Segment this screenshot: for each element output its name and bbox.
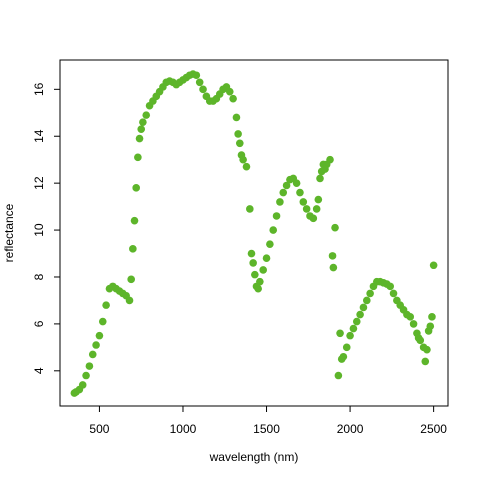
point bbox=[312, 205, 321, 213]
point bbox=[92, 341, 100, 349]
point bbox=[309, 214, 318, 223]
point bbox=[127, 275, 135, 284]
point bbox=[78, 381, 87, 389]
point bbox=[279, 188, 288, 197]
point bbox=[130, 216, 139, 225]
x-tick-label: 500 bbox=[89, 422, 109, 436]
point bbox=[102, 301, 110, 309]
point bbox=[406, 313, 415, 321]
point bbox=[259, 266, 267, 274]
point bbox=[423, 345, 431, 354]
point bbox=[334, 371, 343, 380]
point bbox=[302, 205, 311, 213]
point bbox=[331, 223, 339, 232]
point bbox=[192, 71, 201, 80]
point bbox=[95, 331, 104, 340]
y-tick-label: 14 bbox=[32, 129, 46, 143]
point bbox=[342, 343, 351, 352]
point bbox=[282, 181, 291, 190]
point bbox=[246, 205, 254, 213]
y-tick-label: 4 bbox=[32, 367, 46, 374]
point bbox=[272, 212, 281, 220]
point bbox=[276, 198, 284, 206]
point bbox=[225, 87, 234, 96]
axes: 500 1000 1500 2000 2500 4 6 8 10 12 14 16 bbox=[32, 82, 447, 436]
point bbox=[356, 310, 364, 319]
point bbox=[362, 296, 371, 305]
point bbox=[349, 324, 358, 333]
x-tick-label: 1500 bbox=[253, 422, 280, 436]
point bbox=[235, 139, 244, 148]
point bbox=[232, 113, 241, 122]
point bbox=[256, 277, 264, 286]
point bbox=[389, 289, 398, 298]
point bbox=[139, 118, 147, 126]
point bbox=[135, 134, 144, 143]
y-tick-label: 12 bbox=[32, 176, 46, 190]
point bbox=[316, 174, 324, 183]
point bbox=[254, 284, 262, 293]
point bbox=[195, 78, 204, 87]
point bbox=[85, 362, 94, 370]
point bbox=[416, 336, 425, 345]
points bbox=[70, 70, 438, 397]
x-tick-label: 2000 bbox=[337, 422, 364, 436]
point bbox=[251, 270, 259, 279]
point bbox=[266, 240, 274, 248]
y-tick-label: 16 bbox=[32, 82, 46, 96]
point bbox=[98, 317, 107, 326]
point bbox=[428, 313, 436, 321]
point bbox=[88, 350, 97, 359]
point bbox=[82, 371, 90, 380]
point bbox=[429, 261, 438, 270]
point bbox=[421, 357, 430, 366]
plot-frame bbox=[59, 59, 449, 407]
y-axis-label: reflectance bbox=[2, 203, 16, 262]
point bbox=[329, 263, 338, 272]
point bbox=[242, 162, 251, 171]
point bbox=[314, 195, 323, 204]
point bbox=[328, 252, 337, 260]
x-axis-label: wavelength (nm) bbox=[209, 450, 299, 464]
point bbox=[326, 155, 334, 164]
point bbox=[299, 198, 308, 206]
x-tick-label: 2500 bbox=[420, 422, 447, 436]
point bbox=[229, 94, 237, 103]
x-tick-label: 1000 bbox=[170, 422, 197, 436]
y-tick-label: 10 bbox=[32, 223, 46, 237]
point bbox=[137, 125, 146, 133]
point bbox=[249, 259, 257, 267]
point bbox=[336, 329, 344, 338]
point bbox=[409, 320, 418, 328]
point bbox=[239, 155, 247, 164]
point bbox=[247, 249, 256, 258]
point bbox=[142, 111, 151, 119]
point bbox=[132, 184, 140, 192]
point bbox=[366, 289, 374, 298]
point bbox=[359, 303, 368, 312]
point bbox=[262, 254, 271, 263]
point bbox=[346, 331, 354, 340]
y-tick-label: 8 bbox=[32, 273, 46, 280]
point bbox=[125, 296, 134, 305]
point bbox=[199, 85, 207, 94]
point bbox=[234, 130, 242, 138]
point bbox=[386, 282, 394, 291]
point bbox=[292, 179, 301, 187]
point bbox=[269, 226, 278, 234]
point bbox=[426, 322, 435, 331]
point bbox=[134, 153, 142, 162]
y-tick-label: 6 bbox=[32, 320, 46, 327]
point bbox=[339, 352, 348, 361]
point bbox=[296, 188, 304, 197]
point bbox=[352, 317, 361, 326]
point bbox=[129, 245, 137, 253]
